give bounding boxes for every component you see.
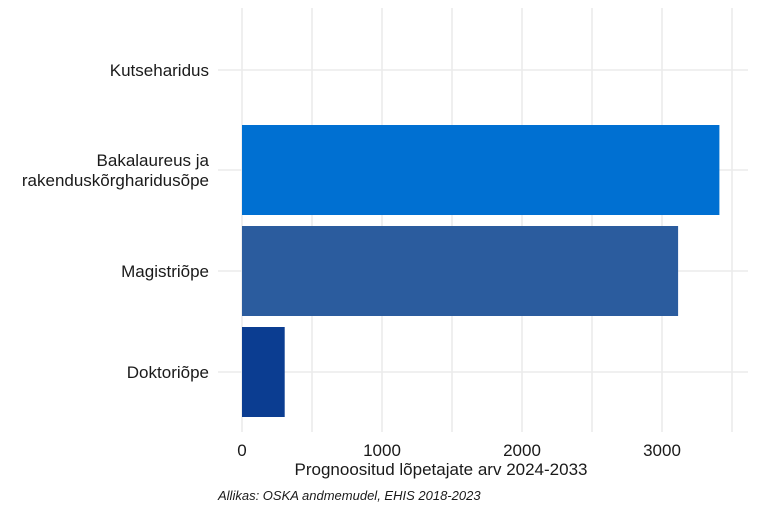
- grid-lines: [218, 8, 748, 432]
- category-labels: Kutseharidus Bakalaureus jarakenduskõrgha…: [22, 61, 210, 382]
- bar: [242, 125, 720, 215]
- x-axis-title: Prognoositud lõpetajate arv 2024-2033: [295, 460, 588, 479]
- category-label: rakenduskõrgharidusõpe: [22, 171, 209, 190]
- bars-group: [242, 125, 720, 417]
- category-label: Doktoriõpe: [127, 363, 209, 382]
- x-tick-label: 3000: [643, 441, 681, 460]
- x-tick-label: 2000: [503, 441, 541, 460]
- category-label: Kutseharidus: [110, 61, 209, 80]
- category-label: Magistriõpe: [121, 262, 209, 281]
- bar: [242, 226, 679, 316]
- x-tick-label: 1000: [363, 441, 401, 460]
- x-tick-labels: 0 1000 2000 3000: [237, 441, 681, 460]
- bar: [242, 327, 285, 417]
- source-caption: Allikas: OSKA andmemudel, EHIS 2018-2023: [217, 488, 481, 503]
- x-tick-label: 0: [237, 441, 246, 460]
- category-label: Bakalaureus ja: [97, 151, 210, 170]
